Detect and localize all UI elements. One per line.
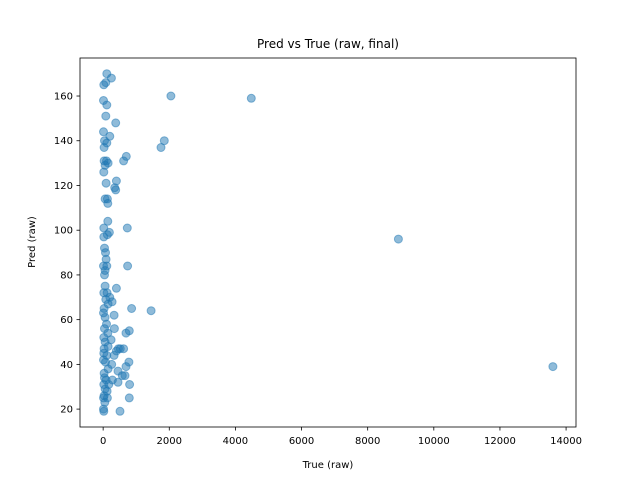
data-point (119, 156, 129, 166)
points-layer (99, 69, 558, 416)
data-point (99, 143, 109, 152)
data-point (100, 270, 109, 280)
data-point (548, 362, 558, 372)
x-tick-label: 4000 (223, 436, 248, 447)
x-tick-label: 6000 (289, 436, 314, 447)
y-tick-label: 120 (54, 181, 73, 192)
data-point (124, 393, 134, 403)
y-tick-label: 80 (60, 270, 73, 281)
x-tick-label: 0 (100, 436, 106, 447)
data-point (99, 167, 109, 177)
x-tick-label: 8000 (355, 436, 380, 447)
data-point (120, 371, 130, 381)
data-point (121, 362, 131, 372)
x-tick-label: 10000 (418, 436, 450, 447)
y-axis-label: Pred (raw) (27, 216, 38, 268)
data-point (159, 136, 169, 146)
data-point (111, 185, 121, 195)
x-tick-label: 14000 (550, 436, 582, 447)
y-tick-label: 40 (60, 360, 73, 371)
data-point (99, 127, 108, 137)
plot-area-frame (79, 57, 577, 428)
data-point (124, 326, 134, 336)
data-point (111, 283, 121, 293)
data-point (123, 261, 133, 271)
data-point (166, 91, 176, 101)
data-point (99, 406, 109, 416)
data-point (101, 178, 111, 188)
data-point (109, 324, 119, 334)
data-point (113, 377, 123, 387)
data-point (246, 93, 256, 103)
data-point (115, 406, 125, 416)
data-point (125, 380, 135, 389)
x-axis-ticks: 0 2000 4000 6000 8000 10000 12000 14000 (100, 427, 582, 447)
data-point (111, 118, 121, 128)
data-point (99, 80, 109, 90)
data-point (146, 306, 156, 316)
data-point (393, 234, 403, 244)
data-point (122, 223, 132, 233)
data-point (99, 232, 109, 242)
data-point (107, 297, 117, 307)
y-tick-label: 100 (54, 226, 73, 237)
x-axis-label: True (raw) (302, 460, 354, 471)
data-point (113, 344, 123, 354)
data-point (101, 111, 111, 121)
x-tick-label: 2000 (157, 436, 182, 447)
chart-title: Pred vs True (raw, final) (257, 37, 399, 51)
y-tick-label: 160 (54, 92, 73, 103)
y-tick-label: 140 (54, 136, 73, 147)
data-point (103, 198, 113, 208)
data-point (127, 304, 137, 313)
data-point (109, 310, 119, 320)
data-point (103, 216, 113, 226)
y-axis-ticks: 20 40 60 80 100 120 140 160 (54, 92, 80, 416)
x-tick-label: 12000 (484, 436, 516, 447)
y-tick-label: 60 (60, 315, 73, 326)
y-tick-label: 20 (60, 405, 73, 416)
data-point (102, 100, 112, 110)
